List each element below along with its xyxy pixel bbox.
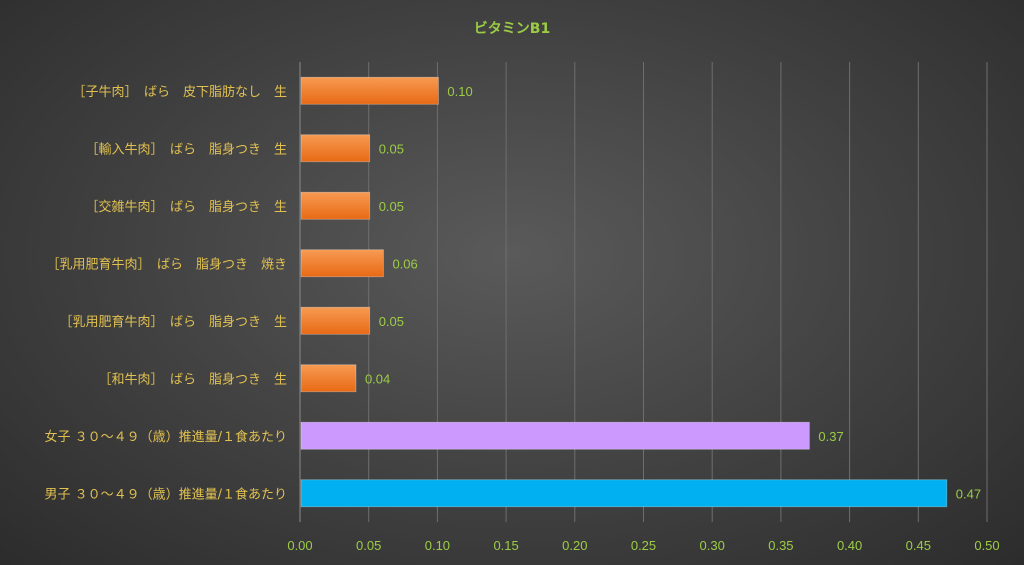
data-label: 0.10 bbox=[447, 84, 472, 99]
bar bbox=[300, 306, 371, 335]
data-label: 0.47 bbox=[956, 486, 981, 501]
data-label: 0.05 bbox=[379, 199, 404, 214]
data-label: 0.05 bbox=[379, 314, 404, 329]
bars bbox=[300, 76, 948, 508]
category-label: ［子牛肉］ ばら 皮下脂肪なし 生 bbox=[72, 84, 287, 100]
bar bbox=[300, 249, 384, 278]
bar bbox=[300, 421, 810, 450]
x-axis-tick-labels: 0.00 0.05 0.10 0.15 0.20 0.25 0.30 0.35 0.40 0.45… bbox=[287, 538, 999, 553]
data-label: 0.05 bbox=[379, 141, 404, 156]
bar bbox=[300, 76, 439, 105]
category-label: ［乳用肥育牛肉］ ばら 脂身つき 生 bbox=[59, 314, 287, 330]
x-tick-label: 0.25 bbox=[631, 538, 656, 553]
x-tick-label: 0.05 bbox=[356, 538, 381, 553]
x-tick-label: 0.35 bbox=[768, 538, 793, 553]
bar bbox=[300, 364, 357, 393]
category-labels: ［子牛肉］ ばら 皮下脂肪なし 生 ［輸入牛肉］ ばら 脂身つき 生 ［交雑牛肉］ … bbox=[44, 84, 287, 503]
data-labels: 0.10 0.05 0.05 0.06 0.05 0.04 0.37 0.47 bbox=[365, 84, 981, 502]
category-label: ［交雑牛肉］ ばら 脂身つき 生 bbox=[85, 199, 287, 215]
grid-lines bbox=[368, 62, 988, 522]
bar bbox=[300, 191, 371, 220]
x-tick-label: 0.00 bbox=[287, 538, 312, 553]
category-label: ［輸入牛肉］ ばら 脂身つき 生 bbox=[85, 141, 287, 157]
bar bbox=[300, 479, 948, 508]
x-tick-label: 0.10 bbox=[425, 538, 450, 553]
data-label: 0.37 bbox=[818, 429, 843, 444]
category-label: 男子 ３０～４９（歳）推進量/１食あたり bbox=[44, 486, 287, 502]
category-label: ［和牛肉］ ばら 脂身つき 生 bbox=[98, 371, 287, 387]
x-tick-label: 0.30 bbox=[700, 538, 725, 553]
x-tick-label: 0.15 bbox=[493, 538, 518, 553]
x-tick-label: 0.45 bbox=[906, 538, 931, 553]
x-tick-label: 0.20 bbox=[562, 538, 587, 553]
category-label: 女子 ３０～４９（歳）推進量/１食あたり bbox=[44, 429, 287, 445]
chart-title: ビタミンB1 bbox=[474, 21, 550, 37]
x-tick-label: 0.50 bbox=[974, 538, 999, 553]
x-tick-label: 0.40 bbox=[837, 538, 862, 553]
data-label: 0.06 bbox=[392, 256, 417, 271]
bar bbox=[300, 134, 371, 163]
category-label: ［乳用肥育牛肉］ ばら 脂身つき 焼き bbox=[46, 256, 287, 272]
data-label: 0.04 bbox=[365, 371, 390, 386]
